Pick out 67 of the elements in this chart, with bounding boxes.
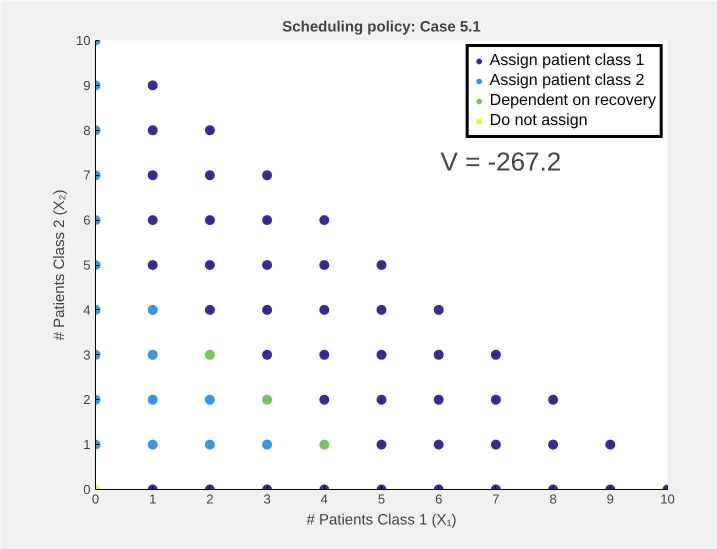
y-tick-label: 4 [83, 302, 91, 318]
x-tick-label: 1 [149, 492, 156, 506]
point [548, 440, 558, 450]
point [376, 440, 386, 450]
point [376, 260, 386, 270]
y-tick-label: 0 [83, 482, 91, 497]
legend-label: Assign patient class 2 [490, 72, 644, 90]
point [204, 170, 215, 180]
point [262, 170, 272, 180]
y-axis-title: # Patients Class 2 (X₂) [51, 190, 68, 340]
y-tick-label: 1 [83, 437, 91, 452]
point [262, 394, 272, 405]
point [490, 394, 501, 405]
point [319, 440, 330, 450]
point [148, 80, 158, 90]
x-tick-label: 10 [660, 492, 675, 506]
chart-title: Scheduling policy: Case 5.1 [282, 18, 481, 36]
y-tick-label: 9 [83, 78, 91, 93]
point [434, 394, 444, 405]
point [262, 215, 272, 226]
point [490, 350, 501, 360]
x-tick-label: 7 [492, 492, 500, 506]
y-tick-label: 3 [83, 347, 91, 362]
point [319, 394, 330, 405]
point [148, 125, 158, 136]
y-tick-label: 5 [83, 258, 91, 272]
x-tick-label: 6 [435, 492, 442, 506]
point [204, 125, 215, 136]
y-tick-label: 7 [83, 168, 91, 183]
x-tick-label: 9 [606, 492, 614, 506]
point [319, 350, 330, 360]
point [204, 215, 215, 226]
x-tick-label: 2 [206, 492, 214, 506]
point [204, 350, 215, 360]
point [262, 260, 272, 270]
y-tick-label: 2 [83, 392, 91, 408]
point [434, 350, 444, 360]
point [490, 440, 501, 450]
point [204, 304, 215, 315]
point [319, 304, 330, 315]
point [605, 440, 616, 450]
x-axis-title: # Patients Class 1 (X₁) [306, 512, 457, 528]
point [262, 304, 272, 315]
point [376, 304, 386, 315]
point [204, 260, 215, 270]
legend-label: Do not assign [490, 112, 588, 130]
point [262, 350, 272, 360]
y-tick-label: 10 [76, 33, 91, 48]
annotation: V = -267.2 [440, 146, 562, 176]
y-tick-label: 6 [83, 212, 91, 228]
point [434, 304, 444, 315]
x-tick-label: 3 [263, 492, 271, 506]
legend-label: Assign patient class 1 [490, 52, 644, 70]
point [319, 215, 330, 226]
point [434, 440, 444, 450]
point [148, 260, 158, 270]
point [376, 350, 386, 360]
x-tick-label: 4 [320, 492, 328, 506]
point [319, 260, 330, 270]
point [548, 394, 558, 405]
point [148, 215, 158, 226]
point [376, 394, 386, 405]
y-tick-label: 8 [83, 122, 91, 138]
legend-label: Dependent on recovery [490, 92, 656, 110]
x-tick-label: 8 [549, 492, 557, 506]
x-tick-label: 5 [378, 492, 386, 506]
point [148, 170, 158, 180]
